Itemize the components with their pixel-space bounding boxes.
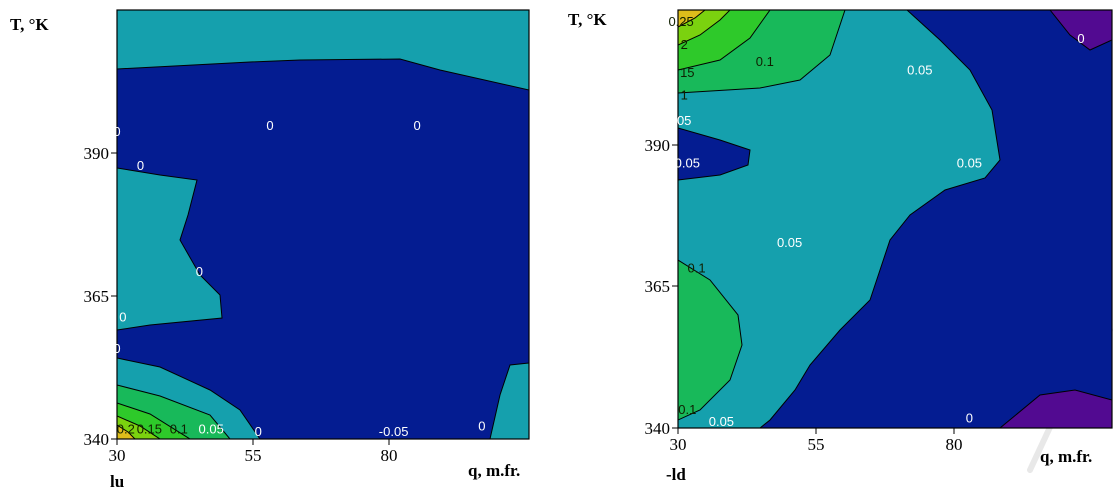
contour-label: 0.15 — [137, 421, 162, 436]
contour-label: 0.05 — [199, 421, 224, 436]
contour-label: 0 — [137, 158, 144, 173]
contour-label: 0 — [255, 424, 262, 439]
contour-labels-ld: 0 0.1 0.05 0.25 2 15 1 05 0.05 0.05 0.1 0.05 0.1 0.05… — [668, 14, 1084, 429]
panel-caption: -ld — [666, 465, 686, 484]
contour-label: 2 — [681, 37, 688, 52]
contour-label: 0.1 — [688, 260, 706, 275]
contour-label: 15 — [680, 65, 694, 80]
contour-label: 0 — [196, 264, 203, 279]
contour-label: 0 — [966, 410, 973, 425]
contour-label: 0 — [478, 418, 485, 433]
contour-label: 0.05 — [675, 156, 700, 171]
region-level-0.1-left — [678, 259, 743, 421]
y-tick-label: 365 — [645, 277, 671, 296]
contour-label: 0.1 — [170, 421, 188, 436]
contour-label: 0.05 — [907, 62, 932, 77]
chart-lu: 0 0 0 0 0 0 0 0 -0.05 0 0.05 0.1 0.150.2 30 55 80 390 36… — [10, 9, 530, 490]
region-level-zero — [759, 10, 1112, 428]
chart-ld: 0 0.1 0.05 0.25 2 15 1 05 0.05 0.05 0.1 0.05 0.1 0.05… — [568, 9, 1113, 484]
contour-label: 0.2 — [117, 421, 135, 436]
x-axis-label: q, m.fr. — [468, 461, 520, 480]
contour-label: 0 — [119, 310, 126, 325]
y-tick-label: 390 — [645, 136, 671, 155]
contour-label: 0.1 — [756, 54, 774, 69]
contour-label: 1 — [681, 88, 688, 103]
region-level-negative-top — [1049, 10, 1112, 51]
contour-label: 0 — [1077, 31, 1084, 46]
axis-ticks-ld: 30 55 80 390 365 340 — [645, 136, 963, 454]
region-level-0.2 — [117, 424, 136, 439]
x-tick-label: 55 — [245, 446, 262, 465]
y-axis-label: T, °K — [10, 15, 49, 34]
contour-labels-lu: 0 0 0 0 0 0 0 0 -0.05 0 0.05 0.1 0.150.2 — [113, 118, 485, 439]
contour-label: 0 — [113, 124, 120, 139]
axis-ticks-lu: 30 55 80 390 365 340 — [84, 144, 398, 465]
x-tick-label: 55 — [808, 435, 825, 454]
y-tick-label: 390 — [84, 144, 110, 163]
y-tick-label: 340 — [645, 419, 671, 438]
region-level-0.25-top — [678, 10, 706, 28]
x-tick-label: 80 — [946, 435, 963, 454]
contour-label: 0.05 — [957, 156, 982, 171]
contour-label: 0.1 — [678, 402, 696, 417]
contour-label: 05 — [677, 113, 691, 128]
region-level-negative — [117, 58, 529, 439]
contour-label: 0.05 — [777, 235, 802, 250]
region-level-negative-bottom — [999, 389, 1112, 428]
panel-caption: lu — [110, 472, 124, 490]
y-axis-label: T, °K — [568, 10, 607, 29]
x-tick-label: 30 — [109, 446, 126, 465]
contour-label: 0.05 — [709, 414, 734, 429]
x-tick-label: 80 — [381, 446, 398, 465]
region-level-zero-left — [678, 127, 751, 181]
plot-frame — [677, 9, 1113, 429]
x-axis-label: q, m.fr. — [1040, 447, 1092, 466]
contour-label: 0 — [266, 118, 273, 133]
contour-label: 0.25 — [668, 14, 693, 29]
y-tick-label: 365 — [84, 287, 110, 306]
y-tick-label: 340 — [84, 430, 110, 449]
contour-label: -0.05 — [379, 424, 409, 439]
x-tick-label: 30 — [670, 435, 687, 454]
contour-label: 0 — [113, 341, 120, 356]
contour-label: 0 — [414, 118, 421, 133]
plot-frame — [116, 9, 530, 440]
